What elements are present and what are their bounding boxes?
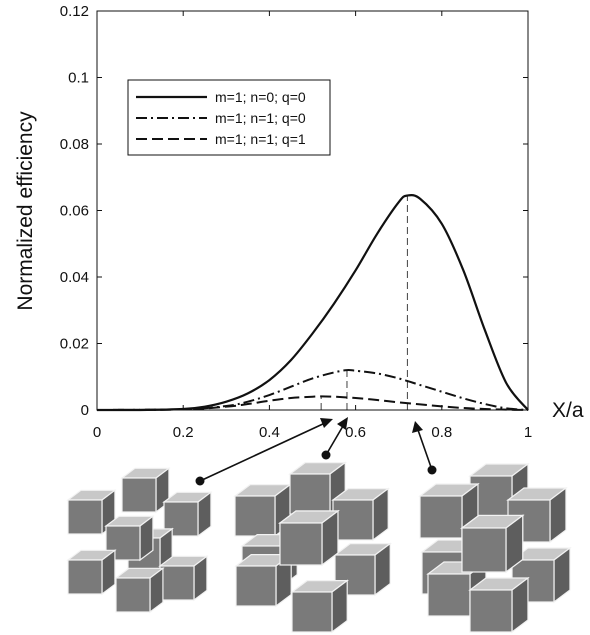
y-tick-label: 0.12 [60,3,89,20]
cube [66,549,117,596]
legend-entry: m=1; n=1; q=0 [136,110,306,126]
legend-label: m=1; n=0; q=0 [215,89,306,105]
arrow-dot-dense [427,465,437,475]
arrowhead-medium [337,417,348,430]
arrow-sparse [199,422,326,482]
x-tick-label: 0.2 [173,424,194,441]
cube [288,461,348,516]
y-axis-label: Normalized efficiency [14,111,37,311]
cube [418,482,480,540]
plot-frame [96,10,529,411]
cube-front [289,473,331,515]
cube-front [234,495,276,537]
cube [66,489,117,536]
cube [158,555,209,602]
y-tick-label: 0.06 [60,203,89,220]
cube [278,509,340,567]
legend-label: m=1; n=1; q=1 [215,131,306,147]
y-tick-label: 0.08 [60,136,89,153]
y-tick-label: 0.1 [68,70,89,87]
peak-guides [320,195,408,410]
x-tick-label: 0.4 [259,424,280,441]
cube-front [291,591,333,633]
arrows [195,417,437,486]
cube [331,487,391,542]
arrowhead-dense [412,421,423,433]
legend-entry: m=1; n=0; q=0 [136,89,306,105]
arrow-dot-sparse [195,476,205,486]
cube [460,514,525,574]
y-tick-label: 0.02 [60,336,89,353]
arrow-medium [325,425,344,456]
cube [290,579,350,634]
arrow-dense [417,429,433,471]
cube-front [279,522,323,566]
x-tick-label: 0.6 [345,424,366,441]
arrow-dot-medium [321,450,331,460]
plot-area: 0 0.02 0.04 0.06 0.08 0.1 0.12 0 0.2 0.4 0.6 0.8 1 [60,3,532,441]
cube-front [67,559,103,595]
cube-front [67,499,103,535]
dense-cube-cluster [418,462,572,634]
cube-front [121,477,157,513]
x-tick-label: 0 [93,424,101,441]
cube [104,515,155,562]
legend-entry: m=1; n=1; q=1 [136,131,306,147]
series-line-solid [97,194,529,412]
x-tick-label: 0.8 [431,424,452,441]
cube [468,576,530,634]
cube-front [159,565,195,601]
cube-front [469,589,513,633]
cube-front [427,573,471,617]
cube-clusters [66,461,572,634]
legend: m=1; n=0; q=0 m=1; n=1; q=0 m=1; n=1; q=… [127,79,331,156]
x-ticks: 0 0.2 0.4 0.6 0.8 1 [93,11,532,441]
legend-label: m=1; n=1; q=0 [215,110,306,126]
series-lines [96,194,529,412]
y-ticks: 0 0.02 0.04 0.06 0.08 0.1 0.12 [60,3,528,419]
sparse-cube-cluster [66,467,213,614]
cube-front [461,527,507,573]
y-tick-label: 0.04 [60,269,89,286]
cube [114,567,165,614]
cube-front [115,577,151,613]
x-axis-label: X/a [552,399,584,422]
y-tick-label: 0 [81,402,89,419]
cube-front [332,499,374,541]
arrowhead-sparse [320,418,333,428]
cube-front [235,565,277,607]
medium-cube-cluster [233,461,393,634]
series-line-dashed [96,395,529,411]
cube-front [419,495,463,539]
series-line-dashdot [96,369,529,411]
cube [506,486,568,544]
cube [120,467,171,514]
x-tick-label: 1 [524,424,532,441]
